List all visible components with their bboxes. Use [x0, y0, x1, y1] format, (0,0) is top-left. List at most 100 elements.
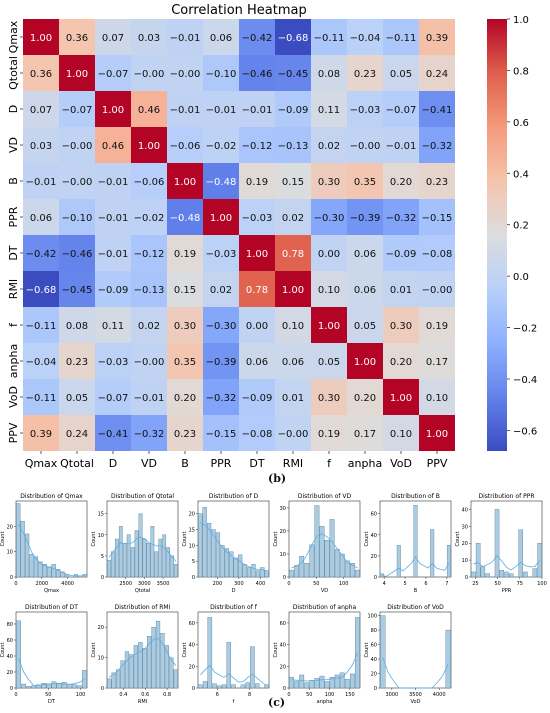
x-tick-label: 0 [287, 581, 290, 587]
histogram-panel: Distribution of anpha 0 20 40 60 0 50 100 150 anp… [273, 604, 361, 705]
heatmap-cell [311, 343, 347, 379]
histogram-xlabel: DT [48, 699, 56, 705]
histogram-panel: Distribution of B 0 20 40 60 4 5 6 7 B Count [364, 493, 452, 594]
kde-line [473, 555, 540, 571]
heatmap-value: −0.09 [242, 393, 273, 404]
histogram-ylabel: Count [364, 643, 370, 658]
histogram-bar [56, 683, 62, 689]
colorbar-tick-label: −0.4 [513, 375, 537, 386]
heatmap-value: −0.48 [170, 213, 201, 224]
heatmap-value: −0.03 [242, 213, 273, 224]
histogram-bar [60, 571, 65, 578]
histogram-bar [71, 684, 77, 689]
heatmap-value: −0.07 [386, 105, 417, 116]
histogram-bar [47, 566, 52, 578]
heatmap-cell [167, 55, 203, 91]
heatmap-cell [419, 163, 455, 199]
heatmap-value: 0.05 [66, 393, 88, 404]
histogram-bar [115, 538, 119, 578]
histogram-bar [289, 569, 294, 578]
heatmap-value: −0.11 [386, 33, 417, 44]
heatmap-value: 0.17 [426, 357, 448, 368]
heatmap-cell [419, 307, 455, 343]
heatmap-value: 0.01 [282, 393, 304, 404]
x-tick-label: 50 [494, 581, 500, 587]
kde-line [291, 533, 358, 569]
x-tick-label: 100 [537, 581, 547, 587]
histogram-frame [197, 500, 270, 578]
histogram-bar [480, 566, 486, 578]
heatmap-value: −0.32 [134, 429, 165, 440]
heatmap-value: 0.30 [318, 177, 340, 188]
y-tick-label: 0 [374, 686, 377, 692]
heatmap-cell [311, 19, 347, 55]
heatmap-value: 0.46 [102, 141, 124, 152]
heatmap-title: Correlation Heatmap [171, 3, 307, 18]
heatmap-cell [311, 235, 347, 271]
heatmap-value: −0.01 [98, 249, 129, 260]
heatmap-value: −0.10 [206, 69, 237, 80]
y-tick-label: Qmax [7, 20, 20, 53]
histogram-title: Distribution of PPR [478, 493, 534, 500]
heatmap-value: −0.10 [62, 213, 93, 224]
heatmap-cell [131, 415, 167, 451]
heatmap-cell [23, 91, 59, 127]
heatmap-value: 1.00 [282, 285, 304, 296]
heatmap-cell [275, 163, 311, 199]
histogram-panel: Distribution of D 0 5 10 15 20 200 300 400 D Count [182, 493, 270, 594]
histogram-bar [485, 573, 490, 578]
heatmap-cell [347, 415, 383, 451]
histogram-bar [238, 554, 243, 578]
heatmap-cell [419, 55, 455, 91]
histogram-ylabel: Count [273, 643, 279, 658]
heatmap-value: 0.02 [318, 141, 340, 152]
histogram-bar [51, 681, 57, 689]
y-tick-label: Qtotal [7, 56, 20, 90]
heatmap-value: 0.20 [390, 177, 412, 188]
heatmap-value: −0.09 [98, 285, 129, 296]
heatmap-value: −0.15 [422, 213, 453, 224]
heatmap-cell [275, 55, 311, 91]
histogram-bar [344, 560, 350, 578]
heatmap-value: −0.09 [386, 249, 417, 260]
y-tick-label: 20 [98, 625, 104, 631]
heatmap-cell [23, 55, 59, 91]
heatmap-cell [311, 199, 347, 235]
heatmap-cell [23, 343, 59, 379]
heatmap-value: −0.39 [350, 213, 381, 224]
heatmap-cell [95, 307, 131, 343]
y-tick-label: 5 [192, 559, 195, 565]
heatmap-value: 0.10 [282, 321, 304, 332]
kde-line [17, 523, 85, 577]
x-tick-label: D [109, 457, 117, 470]
x-tick-label: VD [141, 457, 157, 470]
heatmap-value: 0.19 [174, 249, 196, 260]
heatmap-value: 0.02 [210, 285, 232, 296]
x-tick-label: 50 [45, 692, 51, 698]
heatmap-value: −0.48 [206, 177, 237, 188]
heatmap-cell [59, 343, 95, 379]
x-tick-label: 4000 [61, 581, 74, 587]
heatmap-value: −0.68 [26, 285, 57, 296]
histogram-bar [304, 682, 310, 689]
histogram-bar [430, 529, 435, 578]
x-tick-label: 3000 [138, 581, 151, 587]
histogram-bar [42, 564, 47, 578]
correlation-heatmap: Correlation Heatmap 1.00 0.36 0.07 0.03 −0.01… [7, 3, 455, 470]
heatmap-value: 0.78 [246, 285, 268, 296]
histogram-bar [339, 553, 345, 578]
heatmap-cell [95, 343, 131, 379]
histogram-bar [170, 555, 174, 578]
colorbar-bar [487, 19, 507, 451]
histogram-bar [494, 509, 500, 578]
y-tick-label: 0 [101, 575, 104, 581]
heatmap-value: 1.00 [210, 213, 232, 224]
x-tick-label: 25 [472, 581, 478, 587]
histogram-bar [146, 543, 151, 578]
heatmap-value: 0.36 [66, 33, 88, 44]
histogram-bar [16, 620, 21, 689]
x-tick-label: 3500 [409, 692, 422, 698]
y-tick-label: 40 [189, 643, 195, 649]
histogram-bar [169, 657, 174, 689]
y-tick-label: 0 [10, 686, 13, 692]
